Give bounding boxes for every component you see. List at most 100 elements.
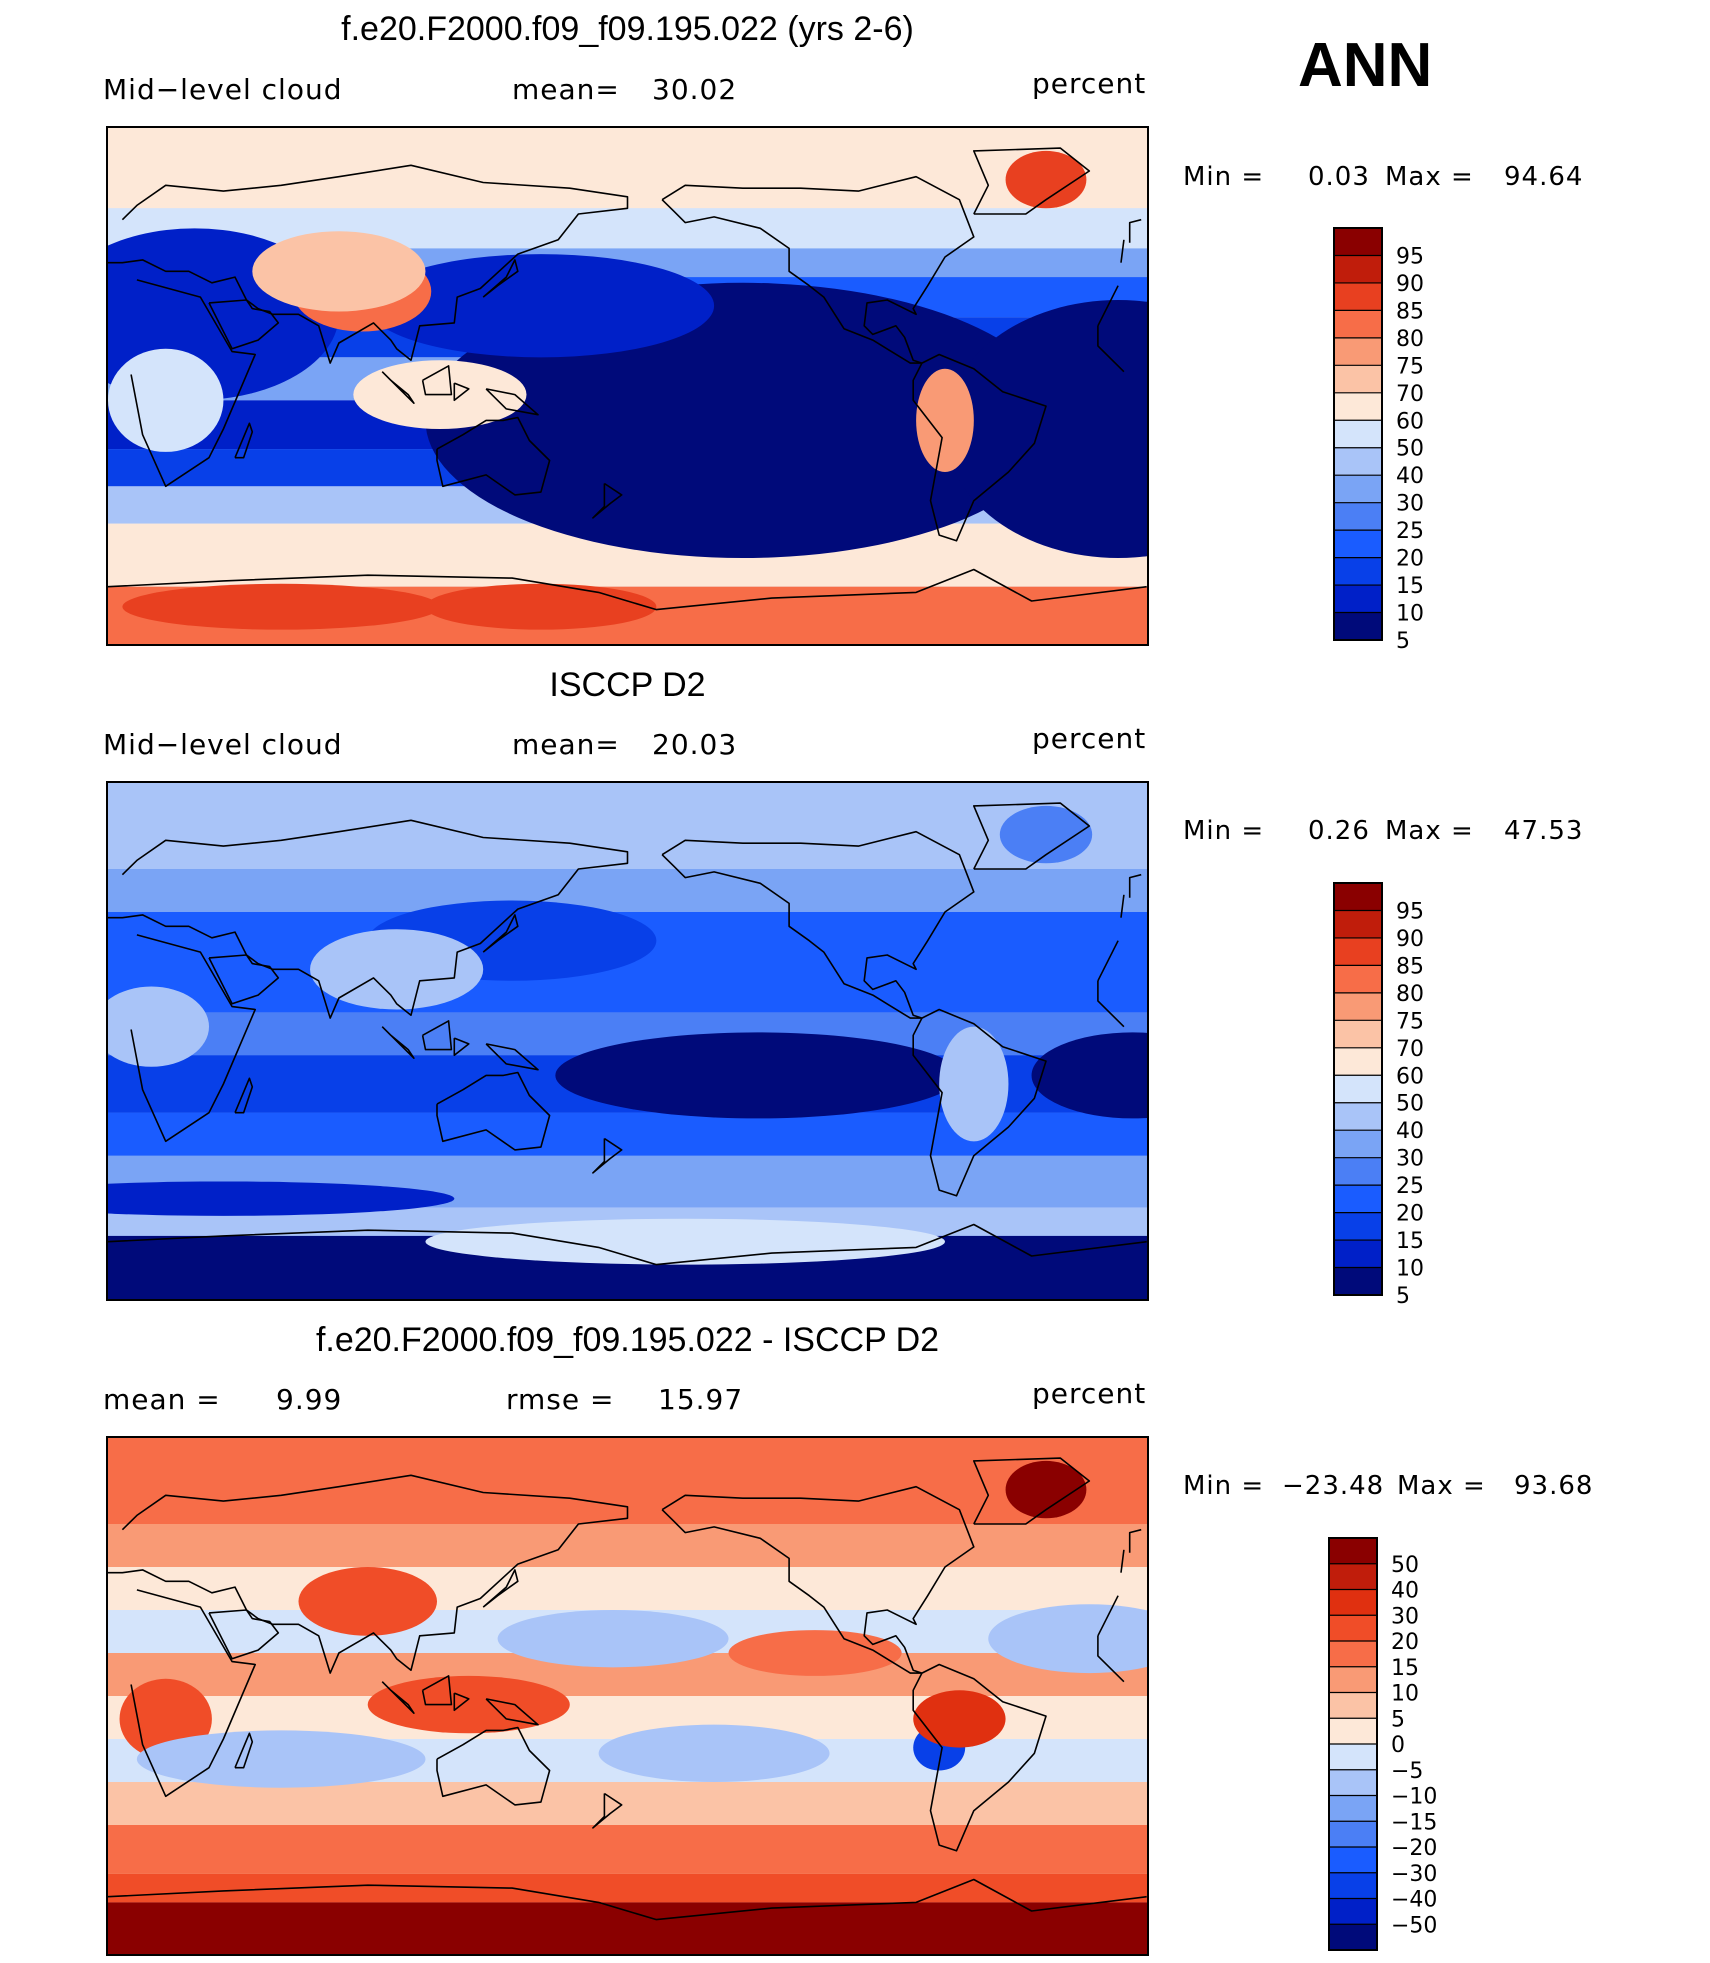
colorbar-segment — [1334, 255, 1382, 284]
coastline — [972, 1457, 1091, 1525]
colorbar-segment — [1334, 392, 1382, 421]
colorbar-segment — [1334, 475, 1382, 504]
coastlines — [108, 802, 1147, 1266]
coastline — [381, 1026, 415, 1060]
colorbar-tick-label: 95 — [1396, 244, 1424, 269]
colorbar-tick-label: −40 — [1391, 1888, 1437, 1913]
colorbar-segment — [1334, 965, 1382, 994]
colorbar-segment — [1329, 1615, 1377, 1642]
coastline — [453, 382, 470, 402]
colorbar-segment — [1329, 1589, 1377, 1616]
coastline — [1120, 894, 1125, 918]
colorbar-segment — [1329, 1821, 1377, 1848]
colorbar-segment — [1334, 365, 1382, 394]
field-contour — [367, 254, 715, 358]
coastline — [130, 1589, 256, 1798]
coastline — [912, 1663, 1047, 1852]
coastline — [661, 175, 975, 364]
coastline — [1120, 1549, 1125, 1573]
coastline — [1097, 940, 1119, 982]
colorbar-segment — [1334, 502, 1382, 531]
panel1-max-label: Max = — [1385, 162, 1474, 192]
colorbar-tick-label: 5 — [1396, 629, 1410, 654]
coastline — [1097, 325, 1125, 373]
coastline — [1097, 1595, 1119, 1637]
colorbar-frame — [1328, 1537, 1378, 1951]
coastline — [453, 1037, 470, 1057]
colorbar-tick-label: 80 — [1396, 327, 1424, 352]
colorbar-segment — [1334, 282, 1382, 311]
panel3-max-label: Max = — [1397, 1471, 1486, 1501]
colorbar-tick-label: 85 — [1396, 299, 1424, 324]
coastline — [108, 1223, 1147, 1266]
coastline — [485, 1043, 539, 1071]
coastline — [592, 1792, 623, 1829]
panel2-mean-label: mean= — [512, 728, 620, 761]
colorbar-segment — [1334, 420, 1382, 449]
colorbar-tick-label: 50 — [1396, 437, 1424, 462]
coastline — [381, 371, 415, 405]
colorbar-tick-label: 60 — [1396, 1064, 1424, 1089]
colorbar-segment — [1329, 1898, 1377, 1925]
colorbar-tick-label: 15 — [1396, 574, 1424, 599]
coastline — [661, 1485, 975, 1674]
panel2-colorbar: 95 90 85 80 75 70 60 50 40 30 25 20 15 10 5 — [1332, 882, 1482, 1309]
panel2-mean-value: 20.03 — [652, 728, 738, 761]
panel2-map-svg — [108, 783, 1147, 1299]
coastline — [108, 819, 629, 1019]
colorbar-tick-label: 10 — [1396, 602, 1424, 627]
colorbar-segment — [1334, 910, 1382, 939]
colorbar-tick-label: 25 — [1396, 1174, 1424, 1199]
colorbar-tick-label: −10 — [1391, 1785, 1437, 1810]
panel3-min-label: Min = — [1183, 1471, 1265, 1501]
panel3-mean-label: mean = — [103, 1383, 221, 1416]
colorbar-tick-label: −30 — [1391, 1862, 1437, 1887]
coastline — [972, 147, 1091, 215]
coastline — [1120, 239, 1125, 263]
coastline — [661, 830, 975, 1019]
colorbar-segment — [1329, 1847, 1377, 1874]
colorbar-segment — [1334, 447, 1382, 476]
field-contour — [913, 1690, 1006, 1748]
coastline — [1097, 285, 1119, 327]
coastline — [421, 1675, 453, 1706]
field-band — [108, 128, 1147, 209]
panel1-mean-label: mean= — [512, 73, 620, 106]
panel1-units: percent — [1032, 67, 1147, 100]
coastline — [436, 1726, 551, 1806]
field-contour — [945, 300, 1147, 558]
colorbar-tick-label: 80 — [1396, 982, 1424, 1007]
coastline — [592, 482, 623, 519]
colorbar-tick-label: 30 — [1396, 492, 1424, 517]
colorbar-tick-label: 15 — [1391, 1656, 1419, 1681]
panel1-mean-value: 30.02 — [652, 73, 738, 106]
field-contour — [252, 231, 426, 312]
colorbar-segment — [1329, 1563, 1377, 1590]
colorbar-segment — [1334, 1130, 1382, 1159]
panel2-min-value: 0.26 — [1308, 816, 1370, 846]
field-contour — [988, 1604, 1147, 1674]
panel1-min-label: Min = — [1183, 162, 1265, 192]
coastline — [208, 1609, 280, 1660]
colorbar-tick-label: 40 — [1396, 464, 1424, 489]
field-contour — [1005, 1460, 1087, 1519]
panel3-colorbar: 50 40 30 20 15 10 5 0 −5 −10 −15 −20 −30 −40 −50 — [1327, 1537, 1487, 1951]
field-band — [108, 1567, 1147, 1610]
coastline — [208, 299, 280, 350]
colorbar-segment — [1334, 310, 1382, 339]
coastline — [234, 422, 254, 459]
colorbar-tick-label: 70 — [1396, 382, 1424, 407]
field-contour — [728, 1630, 902, 1676]
colorbar-tick-label: 75 — [1396, 354, 1424, 379]
panel3-mean-value: 9.99 — [276, 1383, 343, 1416]
colorbar-tick-label: 90 — [1396, 927, 1424, 952]
colorbar-segment — [1334, 937, 1382, 966]
colorbar-tick-label: 20 — [1391, 1630, 1419, 1655]
coastline — [482, 914, 519, 953]
colorbar-segment — [1329, 1924, 1377, 1951]
field-band — [108, 1782, 1147, 1825]
coastline — [1128, 218, 1142, 243]
colorbar-segment — [1334, 1212, 1382, 1241]
colorbar-tick-label: 50 — [1396, 1092, 1424, 1117]
